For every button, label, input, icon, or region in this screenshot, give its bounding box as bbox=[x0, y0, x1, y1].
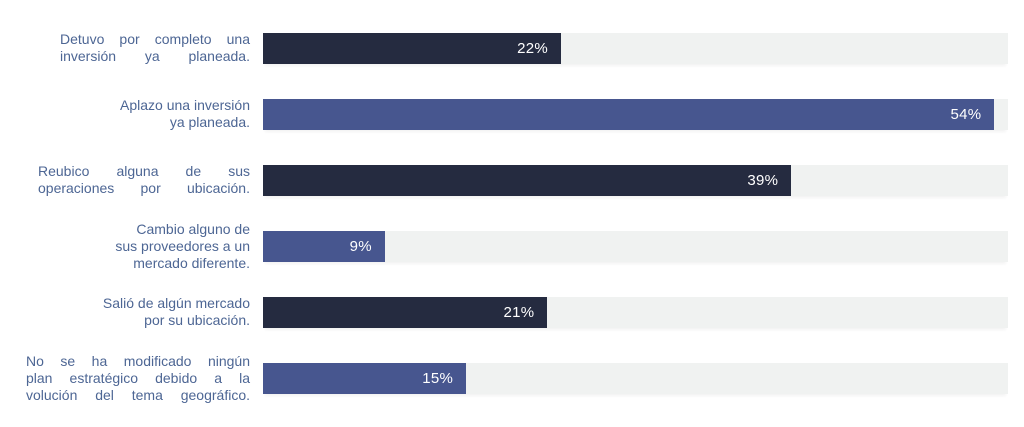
bar-track: 21% bbox=[263, 296, 1008, 328]
category-label-line: por su ubicación. bbox=[144, 312, 250, 328]
chart-row: Detuvo por completo una inversión ya pla… bbox=[20, 15, 1008, 81]
category-label: Salió de algún mercado por su ubicación. bbox=[20, 295, 250, 329]
category-label: No se ha modificado ningún plan estratég… bbox=[20, 353, 250, 404]
chart-row: Aplazo una inversión ya planeada. 54% bbox=[20, 81, 1008, 147]
category-label: Aplazo una inversión ya planeada. bbox=[20, 97, 250, 131]
category-label-line: sus proveedores a un bbox=[115, 237, 250, 254]
bar: 39% bbox=[263, 164, 792, 196]
bar: 21% bbox=[263, 296, 548, 328]
category-label-line: ya planeada. bbox=[169, 114, 250, 130]
bar-track: 39% bbox=[263, 164, 1008, 196]
category-label-line: No se ha modificado ningún bbox=[26, 352, 250, 369]
bar-track: 9% bbox=[263, 230, 1008, 262]
value-label: 54% bbox=[950, 105, 982, 123]
bar: 54% bbox=[263, 98, 995, 130]
chart-row: Cambio alguno de sus proveedores a un me… bbox=[20, 213, 1008, 279]
value-label: 9% bbox=[349, 237, 372, 255]
bar: 15% bbox=[263, 362, 467, 394]
bar: 22% bbox=[263, 32, 561, 64]
value-label: 22% bbox=[517, 39, 548, 57]
category-label: Cambio alguno de sus proveedores a un me… bbox=[20, 221, 250, 272]
bar: 9% bbox=[263, 230, 385, 262]
value-label: 15% bbox=[422, 369, 454, 387]
category-label-line: Cambio alguno de bbox=[136, 220, 250, 237]
chart-row: Reubico alguna de sus operaciones por ub… bbox=[20, 147, 1008, 213]
value-label: 21% bbox=[503, 303, 535, 321]
category-label-line: Salió de algún mercado bbox=[102, 295, 250, 311]
bar-track: 54% bbox=[263, 98, 1008, 130]
category-label-line: operaciones por ubicación. bbox=[38, 180, 250, 196]
bar-track: 22% bbox=[263, 32, 1008, 64]
category-label-line: inversión ya planeada. bbox=[60, 48, 250, 64]
category-label-line: volución del tema geográfico. bbox=[26, 386, 250, 403]
category-label-line: mercado diferente. bbox=[133, 254, 250, 271]
category-label: Detuvo por completo una inversión ya pla… bbox=[20, 31, 250, 65]
category-label-line: Reubico alguna de sus bbox=[38, 163, 250, 179]
category-label-line: Aplazo una inversión bbox=[120, 97, 250, 113]
chart-row: No se ha modificado ningún plan estratég… bbox=[20, 345, 1008, 411]
category-label-line: Detuvo por completo una bbox=[60, 31, 250, 47]
category-label-line: plan estratégico debido a la bbox=[26, 369, 250, 386]
value-label: 39% bbox=[747, 171, 779, 189]
category-label: Reubico alguna de sus operaciones por ub… bbox=[20, 163, 250, 197]
chart-row: Salió de algún mercado por su ubicación.… bbox=[20, 279, 1008, 345]
bar-track: 15% bbox=[263, 362, 1008, 394]
